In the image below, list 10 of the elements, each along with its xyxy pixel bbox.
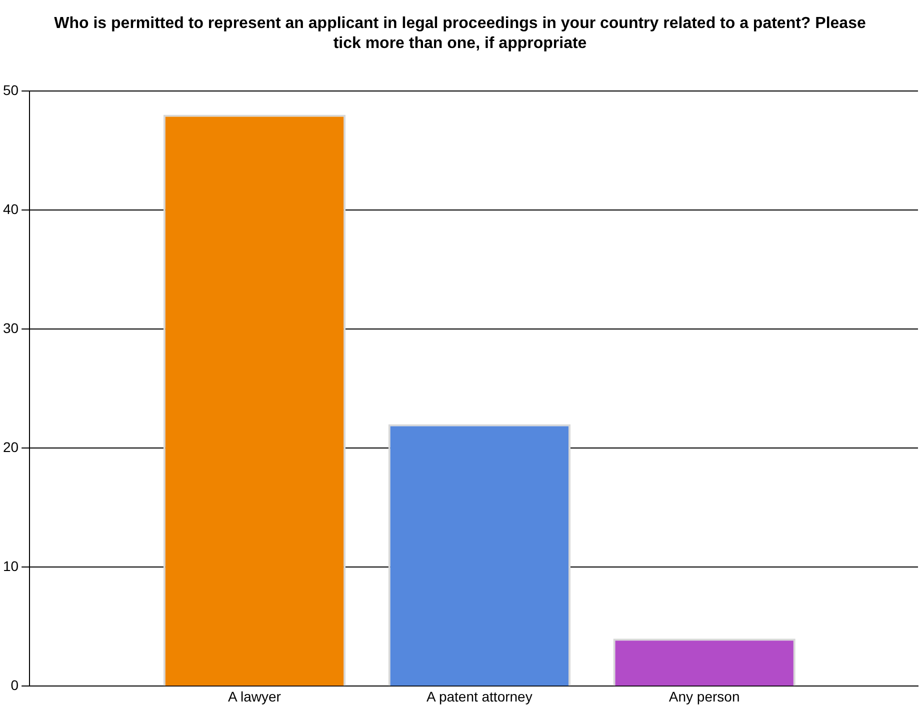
y-tick-label: 50 bbox=[2, 82, 19, 98]
x-tick-label: A lawyer bbox=[228, 688, 282, 704]
y-tick-label: 10 bbox=[2, 558, 19, 574]
y-tick-label: 0 bbox=[10, 677, 19, 694]
chart-title: Who is permitted to represent an applicant in legal proceedings in your country related to a patent? Please tick more than one, if appropriate bbox=[53, 14, 867, 54]
x-tick-label: Any person bbox=[668, 688, 740, 704]
x-tick-label: A patent attorney bbox=[426, 688, 532, 704]
y-tick-label: 30 bbox=[2, 320, 19, 336]
y-tick-label: 40 bbox=[2, 200, 19, 217]
y-tick-label: 20 bbox=[2, 438, 19, 455]
